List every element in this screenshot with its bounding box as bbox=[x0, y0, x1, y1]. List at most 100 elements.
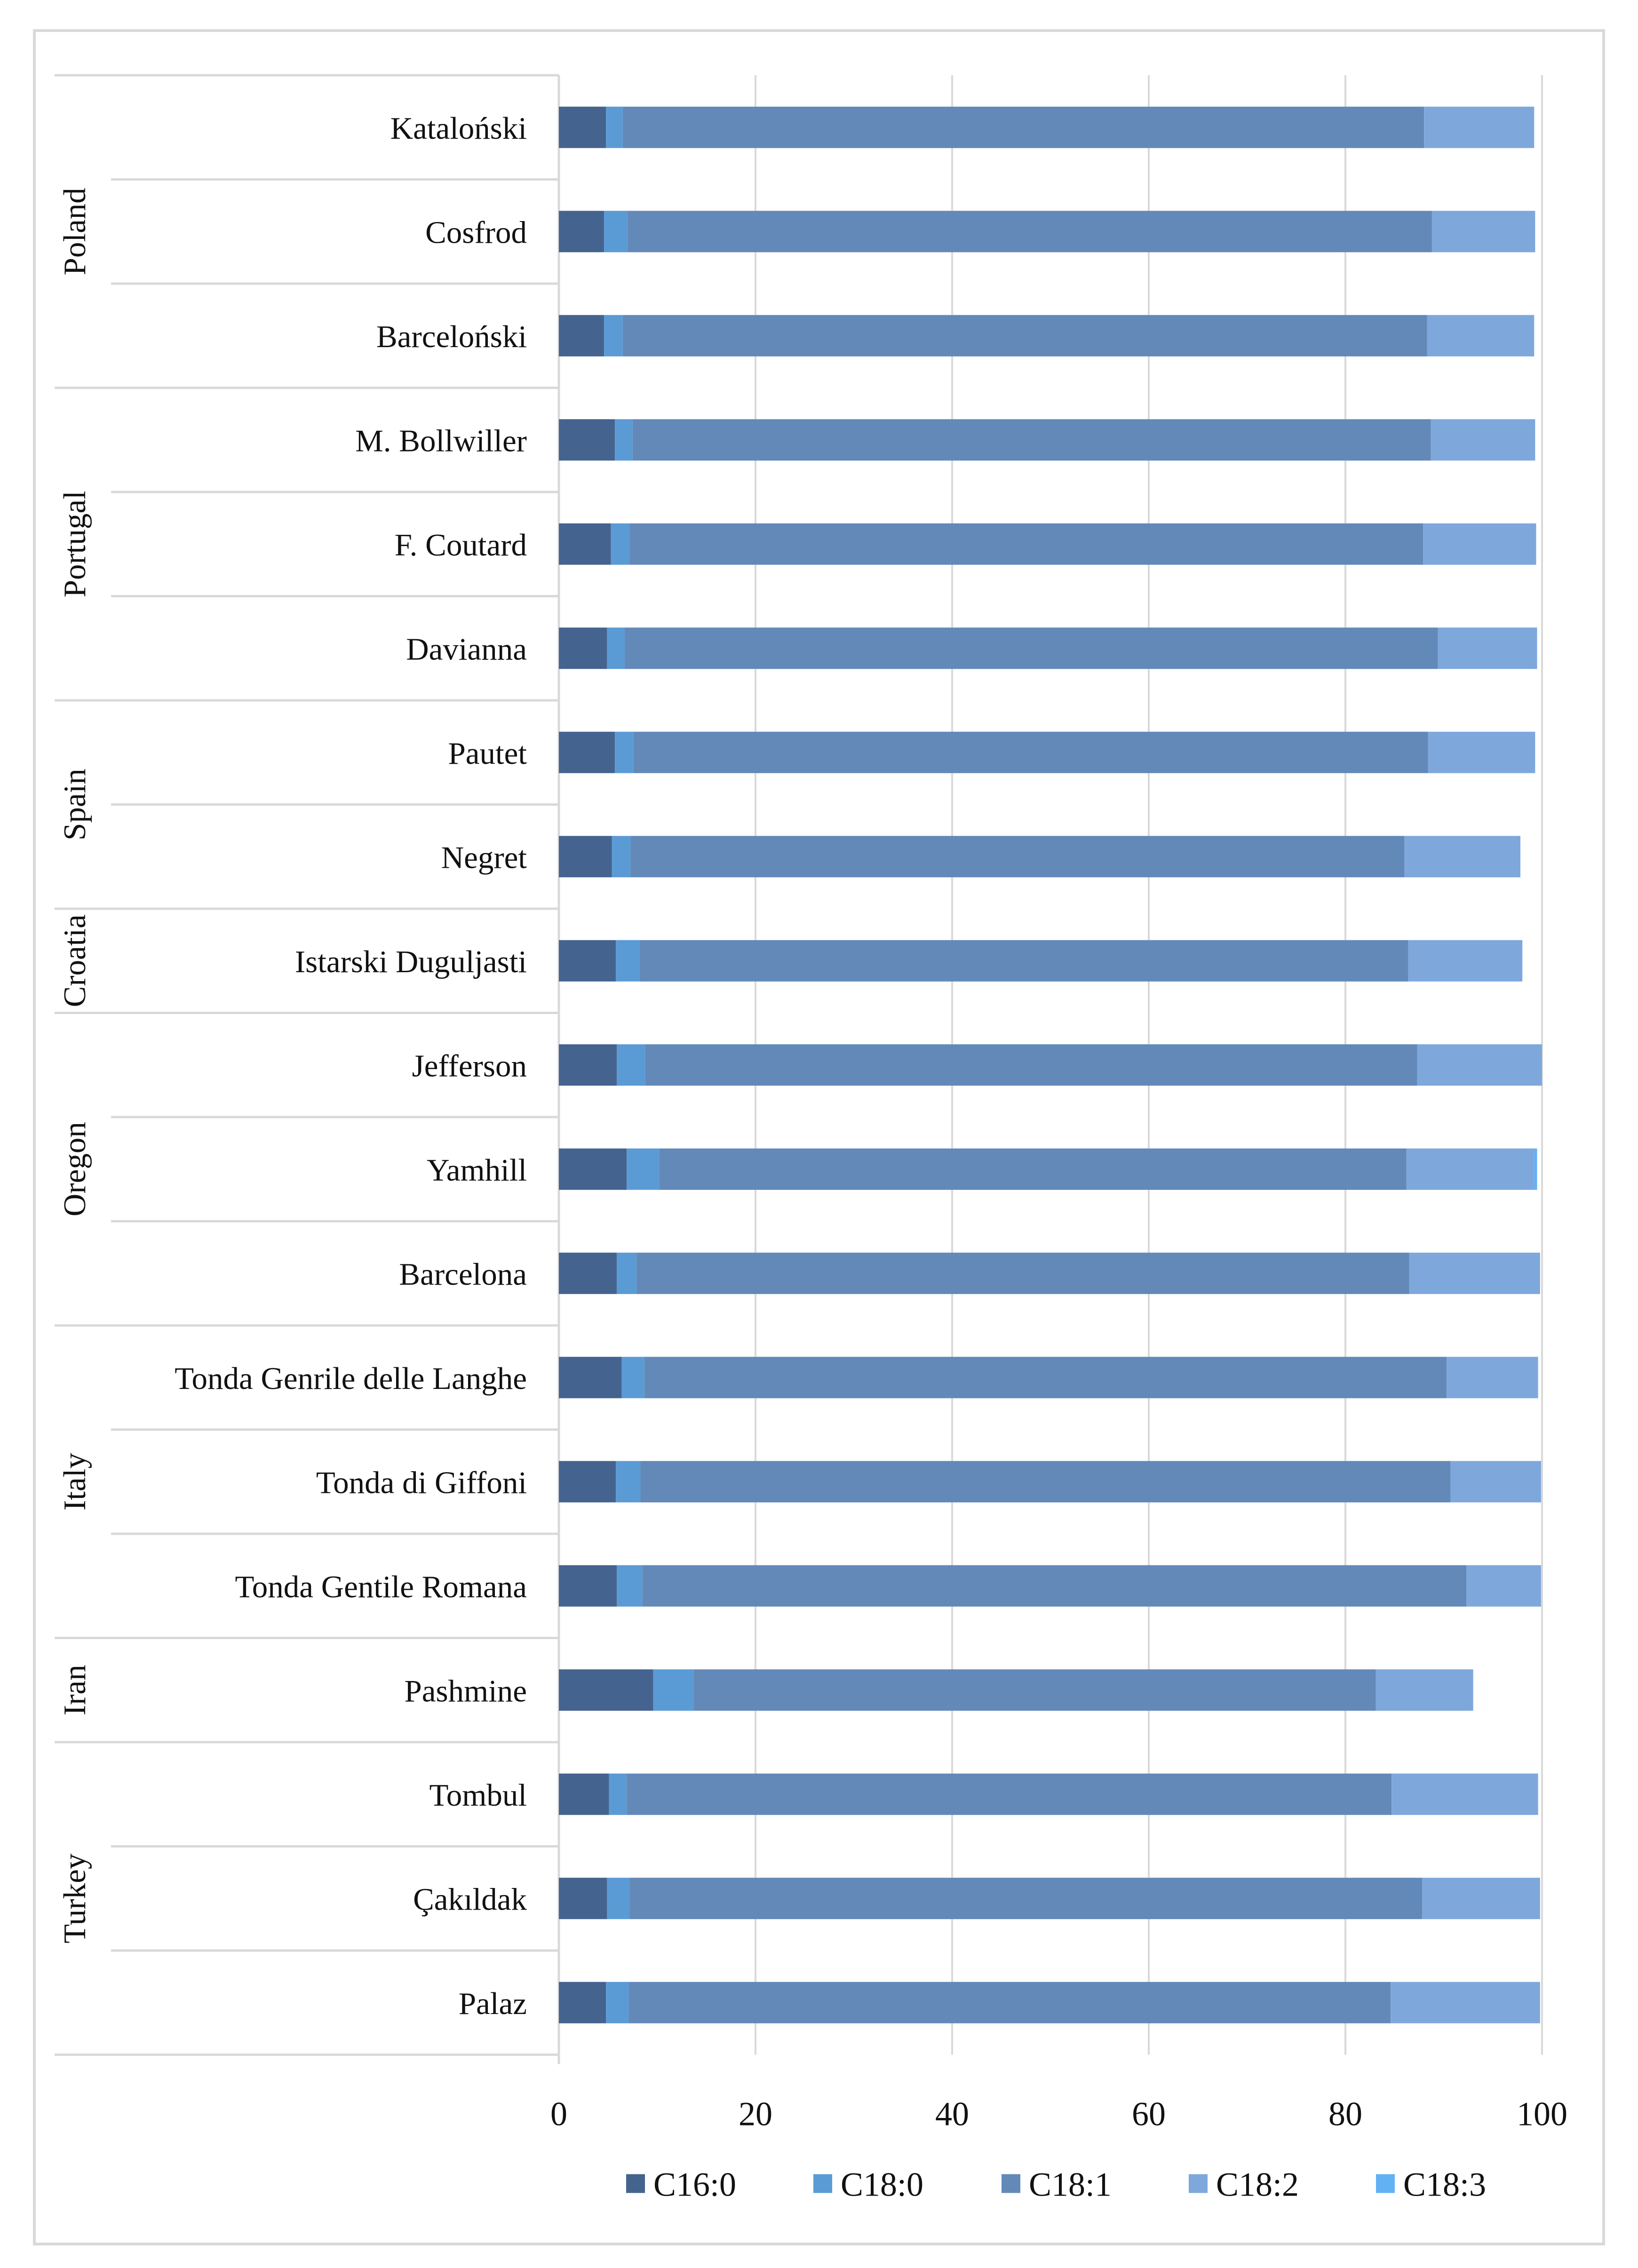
bar-c18-0-barcelonski bbox=[604, 315, 623, 357]
bar-c18-1-negret bbox=[630, 836, 1405, 878]
bar-c18-1-palaz bbox=[628, 1982, 1391, 2023]
bar-c16-0-pautet bbox=[559, 731, 615, 773]
bar-c16-0-istarski-duguljasti bbox=[559, 940, 616, 982]
group-label-iran: Iran bbox=[57, 1665, 92, 1715]
bar-c18-2-jefferson bbox=[1417, 1044, 1542, 1086]
bar-c16-0-m-bollwiller bbox=[559, 419, 615, 461]
bar-c16-0-katalonski bbox=[559, 106, 606, 148]
x-tick-label: 60 bbox=[1132, 2095, 1166, 2133]
x-tick-label: 40 bbox=[935, 2095, 969, 2133]
bar-c18-1-yamhill bbox=[659, 1148, 1407, 1190]
bar-c18-0-jefferson bbox=[617, 1044, 645, 1086]
chart: Kataloński Cosfrod Barceloński M. Bollwille… bbox=[55, 74, 1567, 2204]
category-label-katalonski: Kataloński bbox=[390, 111, 527, 146]
bar-c18-1-barcelona bbox=[636, 1253, 1409, 1294]
legend-label-c16-0: C16:0 bbox=[653, 2166, 736, 2204]
legend-label-c18-1: C18:1 bbox=[1029, 2166, 1112, 2204]
bar-c16-0-tombul bbox=[559, 1773, 609, 1815]
bar-c18-0-pashmine bbox=[653, 1669, 694, 1711]
bar-c16-0-cosfrod bbox=[559, 211, 604, 253]
legend-label-c18-0: C18:0 bbox=[841, 2166, 923, 2204]
bar-c18-0-davianna bbox=[607, 627, 625, 669]
bar-c18-1-davianna bbox=[625, 627, 1438, 669]
bar-c18-2-tonda-gentile-romana bbox=[1466, 1565, 1541, 1607]
category-label-palaz: Palaz bbox=[459, 1986, 527, 2021]
bar-c18-2-davianna bbox=[1438, 627, 1537, 669]
bar-c18-0-tombul bbox=[609, 1773, 627, 1815]
bar-c18-0-cosfrod bbox=[604, 211, 628, 253]
bar-c18-2-yamhill bbox=[1406, 1148, 1535, 1190]
bar-c16-0-barcelonski bbox=[559, 315, 604, 357]
bar-c16-0-tonda-gentile-romana bbox=[559, 1565, 617, 1607]
bar-c18-2-barcelona bbox=[1409, 1253, 1540, 1294]
group-label-italy: Italy bbox=[57, 1452, 92, 1510]
category-label-tonda-genrile-delle-langhe: Tonda Genrile delle Langhe bbox=[175, 1361, 527, 1396]
bar-c18-1-pautet bbox=[633, 731, 1428, 773]
bar-c16-0-tonda-di-giffoni bbox=[559, 1461, 616, 1503]
bar-c18-2-m-bollwiller bbox=[1431, 419, 1535, 461]
bar-c18-1-tombul bbox=[627, 1773, 1392, 1815]
bar-c18-2-pashmine bbox=[1376, 1669, 1473, 1711]
bar-c16-0-negret bbox=[559, 836, 612, 878]
category-label-tombul: Tombul bbox=[429, 1778, 527, 1813]
bar-c18-0-yamhill bbox=[627, 1148, 660, 1190]
bar-c18-0-pautet bbox=[615, 731, 634, 773]
bar-c18-2-tonda-di-giffoni bbox=[1450, 1461, 1541, 1503]
category-label-cosfrod: Cosfrod bbox=[425, 215, 527, 250]
category-label-barcelonski: Barceloński bbox=[376, 319, 527, 354]
category-label-m-bollwiller: M. Bollwiller bbox=[355, 423, 527, 458]
bar-c18-1-barcelonski bbox=[622, 315, 1427, 357]
legend-swatch-c18-1 bbox=[1002, 2174, 1020, 2193]
bar-c18-1-pashmine bbox=[693, 1669, 1376, 1711]
bar-c18-1-f-coutard bbox=[629, 523, 1423, 565]
category-label-cak-ldak: Çakıldak bbox=[413, 1882, 527, 1917]
bar-c18-1-m-bollwiller bbox=[632, 419, 1431, 461]
bar-c16-0-pashmine bbox=[559, 1669, 653, 1711]
bar-c18-0-barcelona bbox=[617, 1253, 637, 1294]
category-label-istarski-duguljasti: Istarski Duguljasti bbox=[295, 944, 527, 979]
x-tick-label: 0 bbox=[550, 2095, 567, 2133]
bar-c18-0-m-bollwiller bbox=[615, 419, 633, 461]
legend: C16:0 C18:0 C18:1 C18:2 C18:3 bbox=[626, 2166, 1486, 2204]
bar-c18-0-cak-ldak bbox=[607, 1878, 630, 1919]
bar-c18-1-istarski-duguljasti bbox=[639, 940, 1408, 982]
bar-c16-0-palaz bbox=[559, 1982, 606, 2023]
group-label-poland: Poland bbox=[57, 188, 92, 275]
bar-c18-2-f-coutard bbox=[1423, 523, 1536, 565]
bar-c18-3-yamhill bbox=[1534, 1148, 1537, 1190]
bar-c18-1-jefferson bbox=[645, 1044, 1417, 1086]
bar-c18-2-barcelonski bbox=[1427, 315, 1535, 357]
group-label-portugal: Portugal bbox=[57, 491, 92, 597]
x-tick-label: 80 bbox=[1328, 2095, 1362, 2133]
group-label-spain: Spain bbox=[57, 769, 92, 841]
category-label-pashmine: Pashmine bbox=[404, 1673, 527, 1708]
category-label-jefferson: Jefferson bbox=[412, 1048, 527, 1083]
bar-c18-2-katalonski bbox=[1424, 106, 1535, 148]
category-label-yamhill: Yamhill bbox=[427, 1153, 527, 1188]
bar-c18-0-tonda-gentile-romana bbox=[617, 1565, 643, 1607]
bar-c18-0-negret bbox=[612, 836, 631, 878]
group-label-croatia: Croatia bbox=[57, 914, 92, 1007]
group-labels: Poland Portugal Spain Croatia Oregon Italy Ira… bbox=[57, 188, 92, 1943]
category-label-tonda-gentile-romana: Tonda Gentile Romana bbox=[235, 1570, 527, 1604]
bar-c18-2-negret bbox=[1404, 836, 1521, 878]
category-label-tonda-di-giffoni: Tonda di Giffoni bbox=[316, 1465, 527, 1500]
category-label-pautet: Pautet bbox=[448, 736, 527, 771]
bar-c18-2-tombul bbox=[1392, 1773, 1538, 1815]
x-axis-ticks: 0 20 40 60 80 100 bbox=[550, 2095, 1567, 2133]
bar-c16-0-jefferson bbox=[559, 1044, 617, 1086]
bar-c18-1-tonda-gentile-romana bbox=[642, 1565, 1467, 1607]
category-label-negret: Negret bbox=[441, 840, 527, 875]
category-label-f-coutard: F. Coutard bbox=[395, 528, 527, 563]
category-labels: Kataloński Cosfrod Barceloński M. Bollwille… bbox=[175, 111, 527, 2021]
legend-swatch-c18-0 bbox=[813, 2174, 832, 2193]
bar-c18-2-cak-ldak bbox=[1422, 1878, 1540, 1919]
legend-swatch-c18-3 bbox=[1376, 2174, 1395, 2193]
x-tick-label: 100 bbox=[1517, 2095, 1567, 2133]
bar-c16-0-cak-ldak bbox=[559, 1878, 607, 1919]
bars bbox=[559, 106, 1542, 2023]
legend-label-c18-3: C18:3 bbox=[1403, 2166, 1486, 2204]
x-tick-label: 20 bbox=[739, 2095, 772, 2133]
bar-c18-2-cosfrod bbox=[1431, 211, 1535, 253]
bar-c18-1-tonda-di-giffoni bbox=[640, 1461, 1451, 1503]
